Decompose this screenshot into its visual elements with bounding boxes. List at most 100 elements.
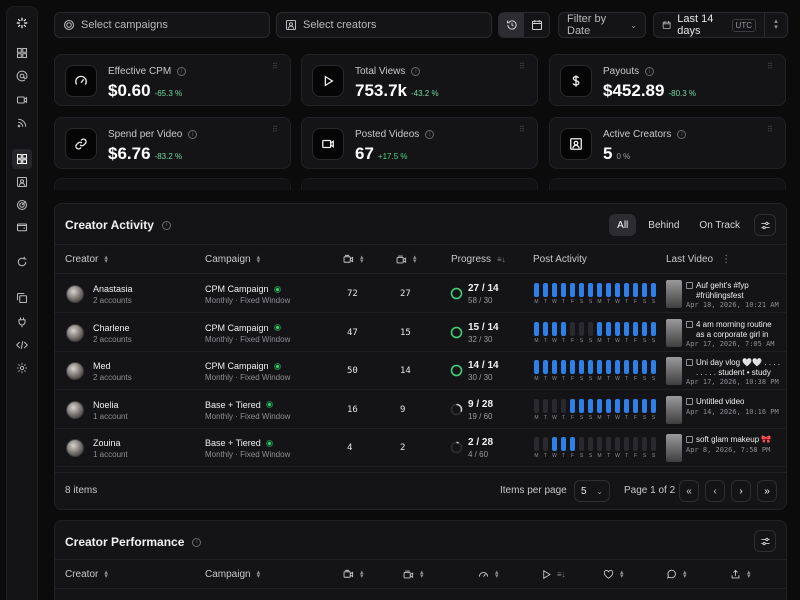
prev-page-button[interactable]: ‹	[705, 480, 725, 502]
col-creator[interactable]: Creator ▴ ▾	[65, 569, 108, 581]
table-row[interactable]: Anastasia 2 accounts CPM Campaign Monthly ·…	[55, 275, 786, 313]
info-icon[interactable]: i	[192, 537, 202, 547]
kpi-card[interactable]: Total Views i 753.7k -43.2 % ⠿	[301, 54, 538, 106]
target-icon[interactable]	[14, 197, 30, 213]
col-comments[interactable]: ▴ ▾	[666, 569, 687, 580]
video-icon[interactable]	[14, 92, 30, 108]
date-range-stepper[interactable]: ▴ ▾	[764, 12, 788, 38]
settings-gear-icon[interactable]	[14, 360, 30, 376]
creator-name[interactable]: Charlene	[93, 322, 130, 333]
table-row[interactable]: Charlene 2 accounts CPM Campaign Monthly · …	[55, 314, 786, 352]
activity-bar	[597, 283, 602, 297]
creator-name[interactable]: Anastasia	[93, 284, 133, 294]
col-video-accounts[interactable]: ▴ ▾	[343, 254, 364, 265]
kpi-card[interactable]: Effective CPM i $0.60 -65.3 % ⠿	[54, 54, 291, 106]
info-icon[interactable]: i	[188, 130, 198, 139]
info-icon[interactable]: i	[645, 67, 655, 76]
table-settings-button[interactable]	[754, 214, 776, 236]
col-posted-videos[interactable]: ▴ ▾	[403, 569, 424, 580]
avatar[interactable]	[66, 323, 84, 342]
items-per-page-select[interactable]: 5 ⌄	[574, 480, 610, 502]
calendar-icon[interactable]	[524, 13, 549, 37]
video-title[interactable]: Untitled video	[686, 397, 782, 407]
kpi-card[interactable]: Payouts i $452.89 -80.3 % ⠿	[549, 54, 786, 106]
history-icon[interactable]	[499, 13, 524, 37]
table-settings-button[interactable]	[754, 530, 776, 552]
logo-icon[interactable]	[14, 15, 30, 31]
drag-handle-icon[interactable]: ⠿	[519, 62, 525, 71]
col-cpm[interactable]: ▴ ▾	[478, 569, 499, 580]
filter-by-date-select[interactable]: Filter by Date ⌄	[558, 12, 646, 38]
col-campaign[interactable]: Campaign ▴ ▾	[205, 254, 260, 266]
video-title[interactable]: Uni day vlog 🤍🤍 . . . . . . . . . studen…	[686, 358, 782, 378]
col-progress[interactable]: Progress ≡↓	[451, 254, 506, 265]
col-creator[interactable]: Creator ▴ ▾	[65, 254, 108, 266]
campaign-name[interactable]: CPM Campaign	[205, 361, 281, 371]
campaign-name[interactable]: CPM Campaign	[205, 323, 281, 333]
code-icon[interactable]	[14, 337, 30, 353]
avatar[interactable]	[66, 285, 84, 303]
info-icon[interactable]: i	[425, 130, 435, 139]
campaign-name[interactable]: Base + Tiered	[205, 438, 273, 448]
campaign-name[interactable]: CPM Campaign	[205, 284, 281, 294]
next-page-button[interactable]: ›	[731, 480, 751, 502]
creator-name[interactable]: Med	[93, 361, 111, 371]
table-row[interactable]: Med 2 accounts CPM Campaign Monthly · Fixed…	[55, 352, 786, 390]
campaign-schedule: Monthly · Fixed Window	[205, 334, 291, 344]
dashboard-icon[interactable]	[14, 45, 30, 61]
last-page-button[interactable]: »	[757, 480, 777, 502]
video-title[interactable]: soft glam makeup 🎀	[686, 435, 782, 445]
creators-select[interactable]: Select creators	[276, 12, 492, 38]
info-icon[interactable]: i	[411, 67, 421, 76]
kpi-card[interactable]: Spend per Video i $6.76 -83.2 % ⠿	[54, 117, 291, 169]
wallet-icon[interactable]	[14, 219, 30, 235]
plug-icon[interactable]	[14, 314, 30, 330]
at-icon[interactable]	[14, 68, 30, 84]
col-likes[interactable]: ▴ ▾	[603, 569, 624, 580]
play-icon	[312, 65, 344, 97]
video-thumbnail[interactable]	[666, 395, 682, 424]
campaign-name[interactable]: Base + Tiered	[205, 400, 273, 410]
more-vertical-icon[interactable]: ⋮	[721, 254, 732, 265]
drag-handle-icon[interactable]: ⠿	[519, 125, 525, 134]
drag-handle-icon[interactable]: ⠿	[272, 125, 278, 134]
refresh-icon[interactable]	[14, 254, 30, 270]
video-thumbnail[interactable]	[666, 318, 682, 347]
date-range-select[interactable]: Last 14 days UTC	[653, 12, 765, 38]
table-row[interactable]: Zouina 1 account Base + Tiered Monthly · Fi…	[55, 429, 786, 467]
video-thumbnail[interactable]	[666, 357, 682, 385]
tab-behind[interactable]: Behind	[648, 219, 680, 231]
activity-day: M	[533, 283, 540, 305]
tab-all[interactable]: All	[609, 214, 637, 236]
user-square-icon[interactable]	[14, 174, 30, 190]
avatar[interactable]	[66, 400, 84, 419]
video-thumbnail[interactable]	[666, 280, 682, 308]
kpi-card[interactable]: Active Creators i 5 0 % ⠿	[549, 117, 786, 169]
tab-on-track[interactable]: On Track	[699, 219, 740, 231]
drag-handle-icon[interactable]: ⠿	[767, 125, 773, 134]
video-title[interactable]: Auf geht's #fyp #frühlingsfest #münchen	[686, 281, 782, 301]
info-icon[interactable]: i	[677, 130, 687, 139]
creator-name[interactable]: Noelia	[93, 399, 119, 410]
creator-name[interactable]: Zouina	[93, 438, 121, 448]
drag-handle-icon[interactable]: ⠿	[767, 62, 773, 71]
col-posted-videos[interactable]: ▴ ▾	[396, 254, 417, 265]
grid-icon[interactable]	[12, 149, 32, 169]
kpi-card[interactable]: Posted Videos i 67 +17.5 % ⠿	[301, 117, 538, 169]
copy-icon[interactable]	[14, 290, 30, 306]
avatar[interactable]	[66, 362, 84, 380]
info-icon[interactable]: i	[177, 67, 187, 76]
table-row[interactable]: Noelia 1 account Base + Tiered Monthly · Fi…	[55, 391, 786, 429]
campaigns-select[interactable]: Select campaigns	[54, 12, 270, 38]
col-views[interactable]: ≡↓	[541, 569, 566, 580]
avatar[interactable]	[66, 439, 84, 457]
col-video-accounts[interactable]: ▴ ▾	[343, 569, 364, 580]
video-title[interactable]: 4 am morning routine as a corporate girl…	[686, 320, 782, 340]
video-thumbnail[interactable]	[666, 434, 682, 462]
col-campaign[interactable]: Campaign ▴ ▾	[205, 569, 260, 581]
col-shares[interactable]: ▴ ▾	[730, 569, 751, 580]
drag-handle-icon[interactable]: ⠿	[272, 62, 278, 71]
info-icon[interactable]: i	[161, 220, 171, 230]
rss-icon[interactable]	[14, 115, 30, 131]
first-page-button[interactable]: «	[679, 480, 699, 502]
